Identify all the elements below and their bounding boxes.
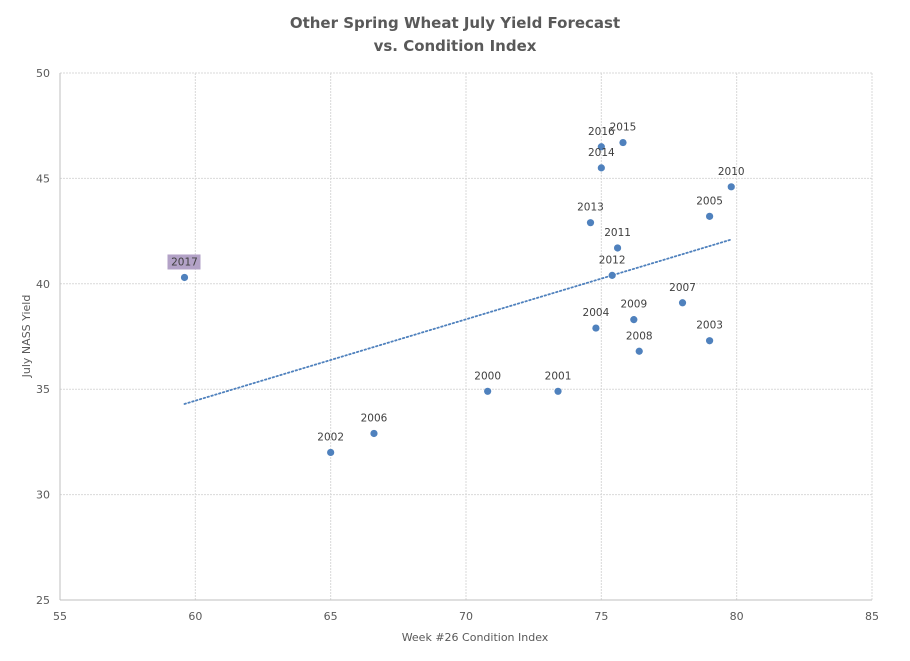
chart-title-line-2: vs. Condition Index [374,37,537,55]
point-label-2016: 2016 [588,126,615,138]
gridlines [60,72,873,600]
point-label-2002: 2002 [317,431,344,443]
data-point-2012 [608,271,616,279]
y-tick-label: 25 [36,594,50,607]
data-point-2016 [597,143,605,151]
trendline [183,238,733,405]
data-point-2004 [592,324,600,332]
point-label-2011: 2011 [604,227,631,239]
data-point-2005 [706,212,714,220]
point-label-2006: 2006 [361,412,388,424]
point-label-2017: 2017 [171,256,198,268]
data-points [180,138,735,457]
data-point-2007 [678,299,687,307]
x-tick-label: 65 [324,610,338,623]
point-label-2009: 2009 [620,299,647,311]
point-label-2012: 2012 [599,254,626,266]
point-label-2000: 2000 [474,370,501,382]
data-point-2003 [706,337,714,345]
chart-title-line-1: Other Spring Wheat July Yield Forecast [290,14,620,32]
point-label-2010: 2010 [718,166,745,178]
data-point-2014 [597,164,605,172]
tick-labels: 25 30 35 40 45 50 55 60 65 70 75 80 85 [36,67,879,623]
point-label-2008: 2008 [626,330,653,342]
data-point-2017 [180,273,189,282]
data-point-2009 [630,316,638,324]
data-point-2001 [554,387,562,395]
data-point-2002 [327,448,335,457]
point-label-2015: 2015 [610,122,637,134]
data-point-2015 [619,138,627,147]
y-tick-label: 35 [36,383,50,396]
data-point-2010 [727,183,735,191]
point-label-2003: 2003 [696,320,723,332]
x-tick-label: 70 [459,610,473,623]
point-label-2013: 2013 [577,202,604,214]
x-tick-label: 85 [865,610,879,623]
data-point-2013 [586,219,595,227]
data-point-2008 [635,347,643,355]
point-label-2004: 2004 [583,307,610,319]
x-axis-title: Week #26 Condition Index [402,631,549,644]
x-tick-label: 60 [188,610,202,623]
data-point-2000 [484,387,492,395]
data-point-2011 [613,244,622,252]
point-label-2001: 2001 [545,370,572,382]
point-labels: 2000 2001 2002 2003 2004 2005 2006 2007 2008 2009… [167,122,745,443]
x-tick-label: 75 [594,610,608,623]
highlight-box-2017 [167,254,201,270]
x-tick-label: 80 [730,610,744,623]
x-tick-label: 55 [53,610,67,623]
data-point-2006 [370,429,378,438]
trendline-layer [183,238,733,405]
y-tick-label: 40 [36,278,50,291]
y-axis-title: July NASS Yield [20,295,33,379]
y-tick-label: 45 [36,172,50,185]
y-tick-label: 30 [36,489,50,502]
point-label-2007: 2007 [669,282,696,294]
y-tick-label: 50 [36,67,50,80]
point-label-2014: 2014 [588,147,615,159]
point-label-2005: 2005 [696,195,723,207]
axes [59,73,872,601]
